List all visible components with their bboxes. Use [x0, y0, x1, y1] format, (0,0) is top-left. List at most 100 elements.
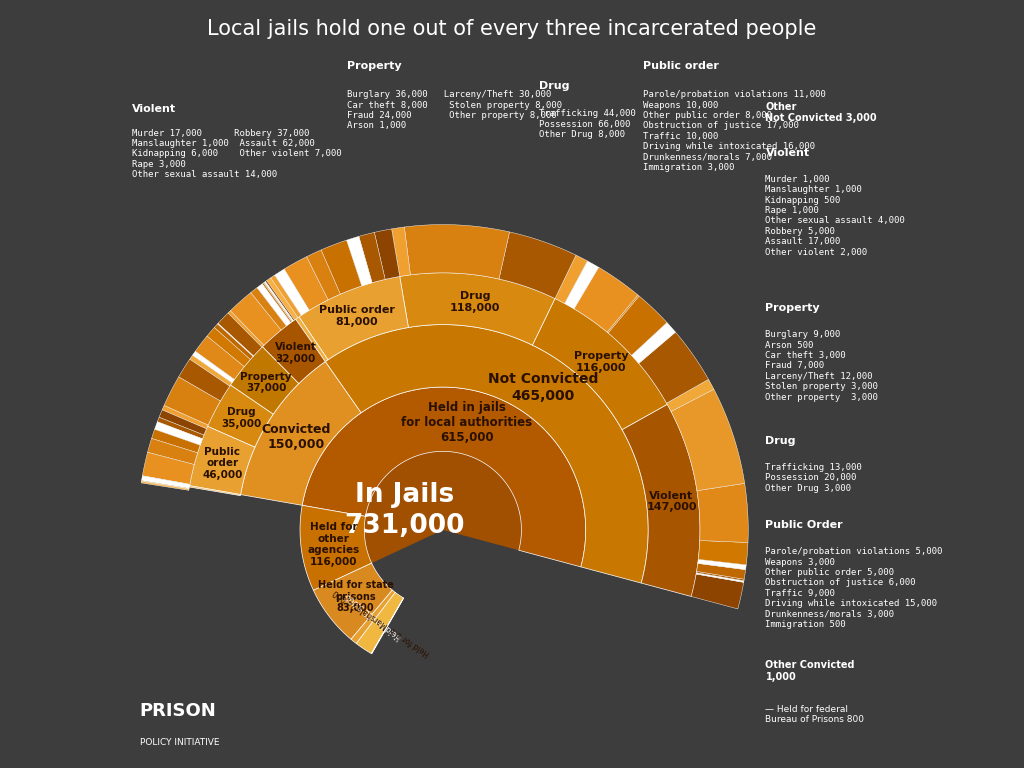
Polygon shape: [365, 452, 521, 563]
Polygon shape: [159, 410, 207, 435]
Text: Parole/probation violations 5,000
Weapons 3,000
Other public order 5,000
Obstruc: Parole/probation violations 5,000 Weapon…: [766, 547, 943, 629]
Polygon shape: [697, 559, 746, 570]
Text: Public order
81,000: Public order 81,000: [319, 306, 395, 327]
Text: Held in jails
for local authorities
615,000: Held in jails for local authorities 615,…: [401, 401, 532, 444]
Text: Murder 17,000      Robbery 37,000
Manslaughter 1,000  Assault 62,000
Kidnapping : Murder 17,000 Robbery 37,000 Manslaughte…: [132, 128, 341, 179]
Polygon shape: [306, 250, 340, 300]
Polygon shape: [196, 336, 244, 379]
Polygon shape: [152, 429, 200, 453]
Polygon shape: [266, 278, 298, 320]
Text: Public Order: Public Order: [766, 521, 843, 531]
Polygon shape: [241, 362, 361, 505]
Polygon shape: [142, 452, 195, 485]
Polygon shape: [404, 224, 510, 279]
Polygon shape: [346, 237, 372, 286]
Polygon shape: [228, 311, 264, 347]
Polygon shape: [189, 356, 232, 386]
Text: Trafficking 13,000
Possession 20,000
Other Drug 3,000: Trafficking 13,000 Possession 20,000 Oth…: [766, 462, 862, 492]
Text: Violent
147,000: Violent 147,000: [646, 491, 696, 512]
Text: Held for
other
agencies
116,000: Held for other agencies 116,000: [308, 522, 360, 567]
Polygon shape: [532, 299, 668, 429]
Text: Held for state
prisons
83,000: Held for state prisons 83,000: [317, 581, 393, 614]
Polygon shape: [162, 406, 208, 429]
Polygon shape: [217, 323, 254, 356]
Text: Trafficking 44,000
Possession 66,000
Other Drug 8,000: Trafficking 44,000 Possession 66,000 Oth…: [539, 110, 636, 139]
Text: Not Convicted
465,000: Not Convicted 465,000: [487, 372, 598, 402]
Polygon shape: [296, 317, 328, 362]
Polygon shape: [555, 255, 588, 303]
Polygon shape: [284, 257, 328, 310]
Polygon shape: [351, 590, 395, 644]
Text: Public order: Public order: [643, 61, 719, 71]
Text: Drug
118,000: Drug 118,000: [451, 291, 501, 313]
Text: POLICY INITIATIVE: POLICY INITIATIVE: [139, 738, 219, 746]
Polygon shape: [264, 282, 294, 322]
Polygon shape: [263, 283, 292, 322]
Polygon shape: [564, 261, 599, 309]
Polygon shape: [302, 387, 586, 567]
Polygon shape: [230, 347, 299, 414]
Text: Property: Property: [347, 61, 401, 71]
Text: Convicted
150,000: Convicted 150,000: [261, 422, 331, 451]
Polygon shape: [667, 379, 714, 412]
Polygon shape: [193, 351, 234, 382]
Polygon shape: [147, 439, 198, 465]
Polygon shape: [574, 267, 638, 332]
Polygon shape: [639, 332, 709, 403]
Polygon shape: [607, 295, 639, 333]
Polygon shape: [499, 232, 577, 299]
Polygon shape: [622, 404, 700, 597]
Text: Held for ICE 9,000: Held for ICE 9,000: [344, 591, 403, 641]
Polygon shape: [696, 571, 744, 581]
Text: 731,000: 731,000: [344, 513, 465, 539]
Text: Local jails hold one out of every three incarcerated people: Local jails hold one out of every three …: [207, 19, 817, 39]
Polygon shape: [632, 323, 676, 363]
Polygon shape: [356, 592, 403, 654]
Polygon shape: [322, 240, 361, 294]
Polygon shape: [697, 483, 749, 542]
Polygon shape: [164, 377, 220, 425]
Polygon shape: [375, 229, 399, 280]
Text: Murder 1,000
Manslaughter 1,000
Kidnapping 500
Rape 1,000
Other sexual assault 4: Murder 1,000 Manslaughter 1,000 Kidnappi…: [766, 175, 905, 257]
Polygon shape: [189, 426, 255, 495]
Polygon shape: [691, 574, 743, 609]
Polygon shape: [696, 573, 744, 582]
Polygon shape: [274, 269, 309, 316]
Polygon shape: [262, 319, 326, 384]
Polygon shape: [218, 313, 262, 356]
Polygon shape: [207, 327, 250, 366]
Text: Drug: Drug: [539, 81, 569, 91]
Polygon shape: [155, 422, 203, 445]
Text: Drug: Drug: [766, 436, 796, 446]
Polygon shape: [270, 275, 301, 318]
Text: Public
order
46,000: Public order 46,000: [202, 447, 243, 480]
Polygon shape: [299, 276, 409, 359]
Polygon shape: [391, 227, 411, 276]
Text: Drug
35,000: Drug 35,000: [221, 407, 261, 429]
Text: In Jails: In Jails: [355, 482, 454, 508]
Text: Violent: Violent: [766, 148, 810, 158]
Polygon shape: [696, 564, 745, 579]
Text: Parole/probation violations 11,000
Weapons 10,000
Other public order 8,000
Obstr: Parole/probation violations 11,000 Weapo…: [643, 91, 825, 172]
Polygon shape: [230, 293, 281, 346]
Polygon shape: [141, 476, 189, 488]
Polygon shape: [158, 417, 204, 439]
Polygon shape: [372, 598, 403, 654]
Polygon shape: [257, 284, 291, 326]
Polygon shape: [358, 233, 385, 283]
Text: — Held for federal
Bureau of Prisons 800: — Held for federal Bureau of Prisons 800: [766, 705, 864, 724]
Polygon shape: [326, 325, 648, 583]
Polygon shape: [262, 283, 292, 323]
Text: Other Convicted
1,000: Other Convicted 1,000: [766, 660, 855, 682]
Polygon shape: [671, 389, 744, 491]
Polygon shape: [698, 541, 748, 565]
Text: Violent: Violent: [132, 104, 176, 114]
Polygon shape: [141, 481, 189, 489]
Polygon shape: [141, 482, 189, 490]
Polygon shape: [178, 359, 229, 401]
Text: Held for U.S. Marshals 24,000: Held for U.S. Marshals 24,000: [332, 587, 431, 657]
Text: Burglary 9,000
Arson 500
Car theft 3,000
Fraud 7,000
Larceny/Theft 12,000
Stolen: Burglary 9,000 Arson 500 Car theft 3,000…: [766, 330, 879, 402]
Polygon shape: [208, 385, 273, 447]
Polygon shape: [300, 505, 372, 591]
Text: Burglary 36,000   Larceny/Theft 30,000
Car theft 8,000    Stolen property 8,000
: Burglary 36,000 Larceny/Theft 30,000 Car…: [347, 91, 562, 131]
